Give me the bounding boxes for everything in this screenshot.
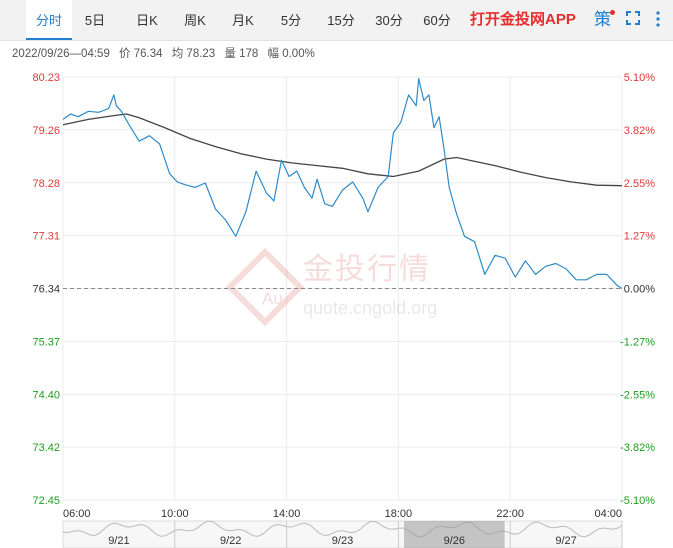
tab-30-min[interactable]: 30分 xyxy=(375,13,403,28)
y-tick-label-right: -2.55% xyxy=(620,389,655,401)
x-tick-label: 22:00 xyxy=(496,508,524,520)
tab-15-min[interactable]: 15分 xyxy=(327,13,355,28)
y-tick-label-right: -3.82% xyxy=(620,442,655,454)
y-tick-label-right: 0.00% xyxy=(624,284,655,296)
y-tick-label-left: 74.40 xyxy=(32,389,60,401)
quote-info-line: 2022/09/26—04:59 价 76.34 均 78.23 量 178 幅… xyxy=(12,45,321,61)
x-tick-label: 04:00 xyxy=(594,508,622,520)
x-axis: 06:00 10:00 14:00 18:00 22:00 04:00 xyxy=(63,508,622,520)
y-axis-left: 80.23 79.26 78.28 77.31 76.34 75.37 74.40 73.42… xyxy=(32,72,60,507)
navigator-date-label: 9/21 xyxy=(108,535,129,547)
notification-dot xyxy=(610,10,615,15)
y-tick-label-left: 79.26 xyxy=(32,125,60,137)
y-tick-label-left: 72.45 xyxy=(32,495,60,507)
price-readout: 价 76.34 xyxy=(119,48,163,60)
x-tick-label: 14:00 xyxy=(273,508,301,520)
tab-weekly-k[interactable]: 周K xyxy=(184,13,206,28)
navigator-selection-window xyxy=(403,521,505,548)
watermark-brand: 金投行情 xyxy=(303,252,431,287)
watermark: Au 金投行情 quote.cngold.org xyxy=(225,247,437,327)
x-tick-label: 18:00 xyxy=(385,508,413,520)
y-tick-label-left: 77.31 xyxy=(32,231,60,243)
open-app-link[interactable]: 打开金投网APP xyxy=(470,11,576,28)
price-line-group xyxy=(62,78,623,290)
tab-bar: 分时 5日 日K 周K 月K 5分 15分 30分 60分 打开金投网APP 策 xyxy=(0,0,673,41)
average-price-line xyxy=(62,113,623,187)
y-tick-label-right: -1.27% xyxy=(620,336,655,348)
navigator-date-label: 9/27 xyxy=(555,535,576,547)
y-tick-label-right: 3.82% xyxy=(624,125,655,137)
y-tick-label-right: 2.55% xyxy=(624,178,655,190)
more-icon[interactable] xyxy=(655,9,661,29)
y-tick-label-right: 1.27% xyxy=(624,231,655,243)
y-tick-label-left: 75.37 xyxy=(32,336,60,348)
y-tick-label-right: 5.10% xyxy=(624,72,655,84)
watermark-url: quote.cngold.org xyxy=(303,298,437,318)
tab-5-min[interactable]: 5分 xyxy=(280,13,302,28)
navigator-date-label: 9/22 xyxy=(220,535,241,547)
change-readout: 幅 0.00% xyxy=(267,48,315,60)
fullscreen-icon[interactable] xyxy=(626,11,640,25)
y-tick-label-left: 76.34 xyxy=(32,284,60,296)
navigator-date-label: 9/26 xyxy=(444,535,465,547)
average-line-group xyxy=(62,113,623,187)
y-tick-label-left: 73.42 xyxy=(32,442,60,454)
y-tick-label-left: 80.23 xyxy=(32,72,60,84)
navigator-date-label: 9/23 xyxy=(332,535,353,547)
strategy-button[interactable]: 策 xyxy=(594,10,611,29)
chart-grid xyxy=(62,76,623,501)
watermark-logo-text: Au xyxy=(262,289,283,308)
tab-monthly-k[interactable]: 月K xyxy=(232,13,254,28)
y-tick-label-right: -5.10% xyxy=(620,495,655,507)
tab-daily-k[interactable]: 日K xyxy=(136,13,158,28)
time-range: 2022/09/26—04:59 xyxy=(12,48,110,60)
y-tick-label-left: 78.28 xyxy=(32,178,60,190)
average-readout: 均 78.23 xyxy=(171,48,216,60)
x-tick-label: 10:00 xyxy=(161,508,189,520)
price-line xyxy=(62,78,623,290)
range-navigator: 9/21 9/22 9/23 9/26 9/27 xyxy=(62,520,623,548)
watermark-logo-icon xyxy=(225,247,305,327)
x-tick-label: 06:00 xyxy=(63,508,91,520)
tab-5-day[interactable]: 5日 xyxy=(84,13,106,28)
tab-60-min[interactable]: 60分 xyxy=(423,13,451,28)
volume-readout: 量 178 xyxy=(224,48,259,60)
tab-intraday[interactable]: 分时 xyxy=(26,0,72,40)
y-axis-right: 5.10% 3.82% 2.55% 1.27% 0.00% -1.27% -2.55% -3.… xyxy=(620,72,655,507)
navigator-mini-line xyxy=(62,520,623,538)
